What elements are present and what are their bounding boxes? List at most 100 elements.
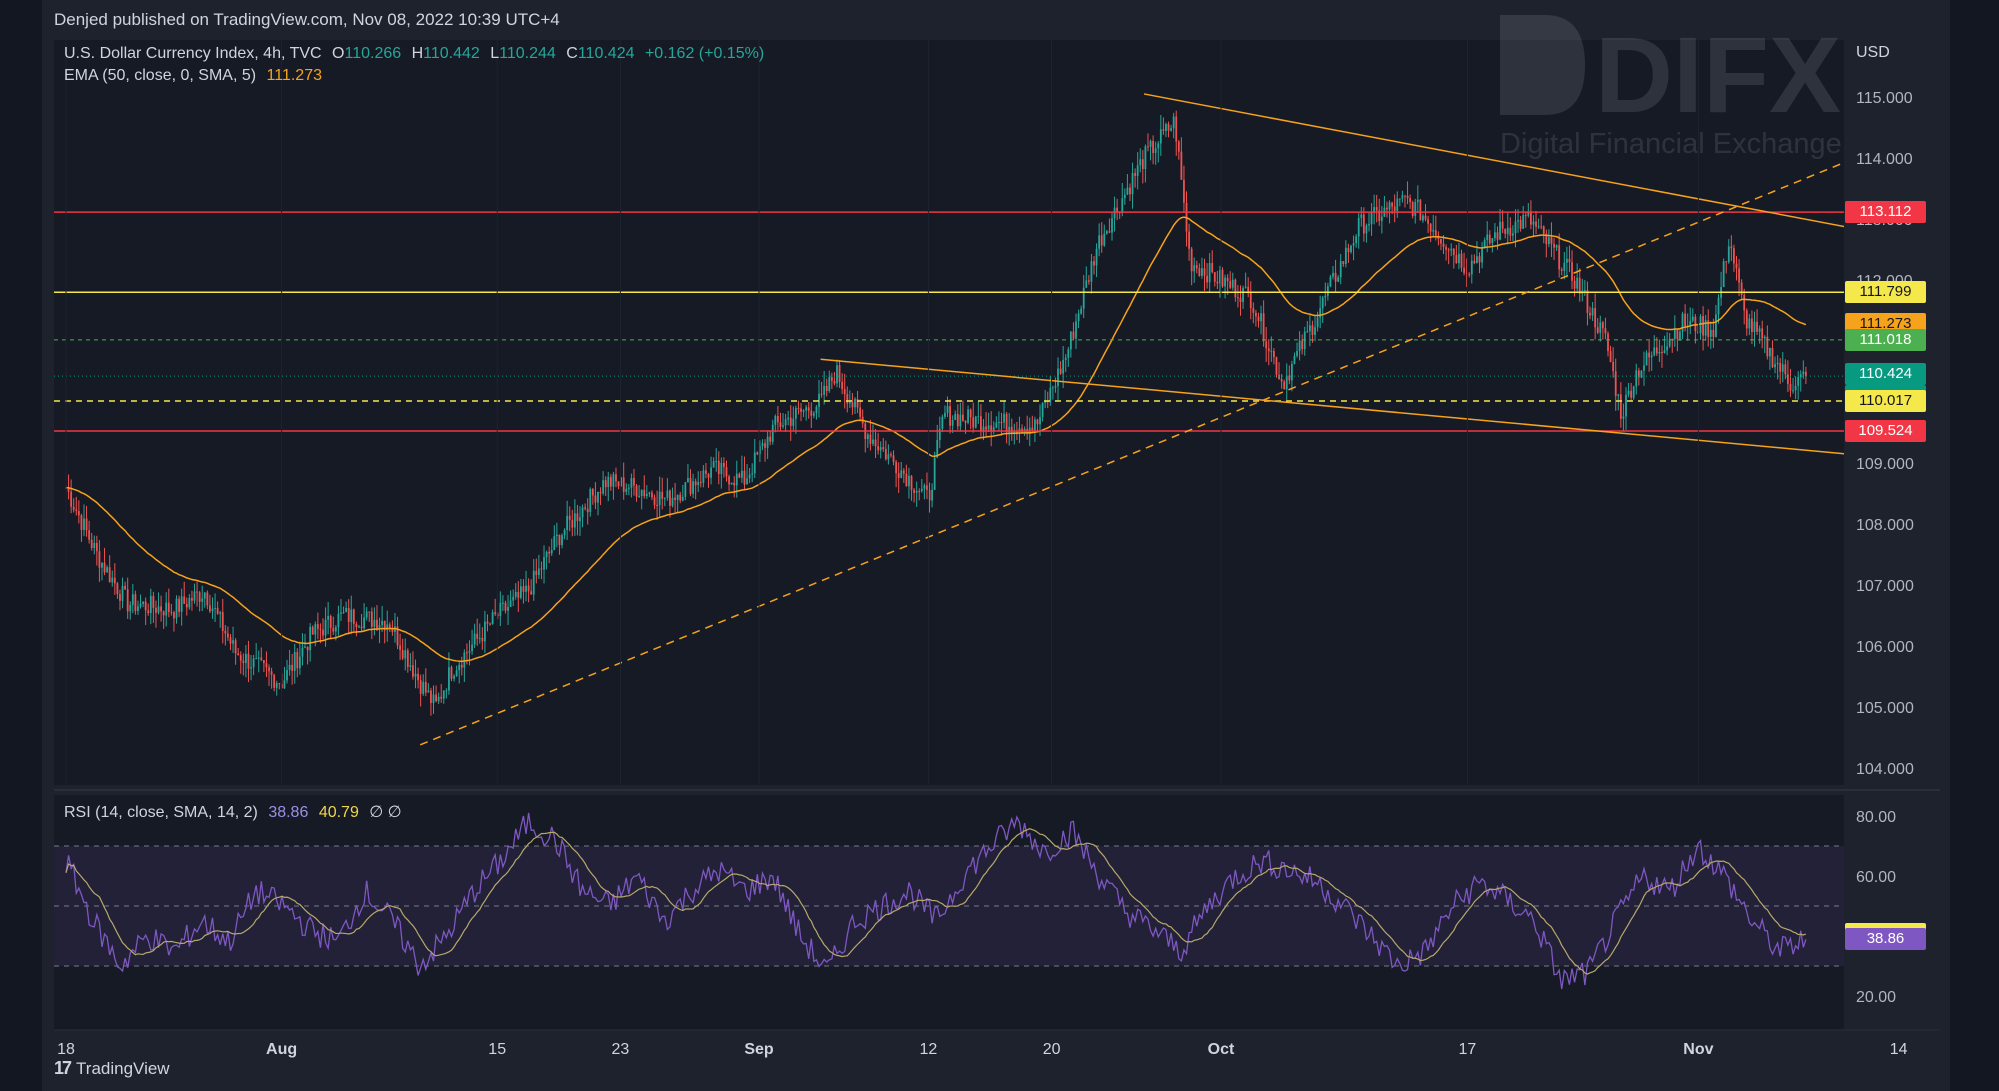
candle-body: [519, 586, 522, 598]
candle-body: [368, 611, 371, 613]
candle-body: [1082, 287, 1085, 309]
candle-body: [129, 604, 132, 612]
candle-body: [944, 412, 946, 417]
candle-body: [1787, 374, 1789, 384]
candle-body: [1080, 308, 1083, 314]
candle-body: [1041, 402, 1044, 417]
candle-body: [764, 443, 766, 448]
candle-body: [227, 633, 229, 638]
candle-body: [206, 592, 209, 606]
candle-body: [782, 425, 784, 427]
candle-body: [370, 611, 373, 627]
candle-body: [1093, 261, 1095, 266]
candle-body: [155, 607, 157, 613]
candle-body: [923, 485, 926, 489]
candle-body: [1147, 146, 1149, 148]
candle-body: [260, 657, 263, 661]
candle-body: [1781, 364, 1784, 372]
candle-body: [311, 626, 314, 635]
candle-body: [126, 589, 129, 612]
candle-body: [1761, 328, 1764, 339]
candle-body: [486, 621, 489, 624]
tradingview-footer[interactable]: 17 TradingView: [54, 1058, 170, 1079]
time-tick-12: 12: [920, 1041, 938, 1058]
candle-body: [723, 462, 725, 468]
candle-body: [1010, 426, 1013, 433]
candle-body: [1319, 308, 1322, 318]
time-tick-20: 20: [1043, 1041, 1061, 1058]
price-label-110-424: 110.424: [1845, 363, 1926, 386]
candle-body: [1594, 308, 1597, 328]
candle-body: [365, 611, 368, 618]
candle-body: [985, 426, 987, 430]
candle-body: [1396, 198, 1399, 211]
candle-body: [946, 406, 949, 413]
candle-body: [602, 480, 605, 494]
candle-body: [1488, 234, 1491, 244]
candle-body: [252, 658, 255, 668]
candle-body: [496, 614, 499, 616]
candle-body: [702, 470, 705, 483]
candle-body: [589, 488, 592, 513]
candle-body: [1571, 262, 1573, 281]
rsi-tick-80-00: 80.00: [1856, 809, 1896, 826]
candle-body: [422, 681, 425, 694]
candle-body: [1545, 233, 1548, 245]
candle-body: [1733, 248, 1735, 264]
candle-body: [643, 490, 646, 497]
candle-body: [381, 620, 384, 626]
candle-body: [350, 609, 353, 622]
candle-body: [1391, 202, 1394, 207]
rsi-value: 38.86: [268, 804, 309, 821]
candle-body: [70, 491, 73, 507]
candle-body: [144, 601, 147, 611]
candle-body: [717, 460, 720, 474]
candle-body: [1655, 347, 1658, 354]
candle-body: [324, 619, 327, 636]
candle-body: [180, 596, 183, 612]
candle-body: [964, 420, 967, 423]
candle-body: [563, 530, 566, 536]
candle-body: [679, 494, 682, 501]
candle-body: [1586, 290, 1589, 313]
candle-body: [697, 482, 700, 486]
candle-body: [913, 489, 915, 493]
candle-body: [1751, 318, 1753, 333]
candle-body: [142, 601, 144, 604]
candle-body: [1478, 256, 1481, 263]
candle-body: [450, 667, 453, 679]
candle-body: [1064, 357, 1067, 360]
candle-body: [1265, 341, 1268, 349]
candle-body: [1257, 316, 1260, 322]
candle-body: [1306, 331, 1309, 333]
candle-body: [507, 606, 509, 611]
candle-body: [802, 410, 805, 412]
candle-body: [165, 602, 168, 616]
candle-body: [684, 482, 687, 497]
candle-body: [1524, 215, 1527, 217]
candle-body: [268, 667, 270, 672]
price-label-109-524: 109.524: [1845, 420, 1926, 443]
low-value: 110.244: [499, 45, 556, 62]
candle-body: [1658, 352, 1661, 354]
candle-body: [1643, 365, 1645, 371]
price-tick-109-000: 109.000: [1856, 456, 1914, 473]
candle-body: [622, 477, 625, 492]
candle-body: [1589, 312, 1591, 316]
price-tick-114-000: 114.000: [1856, 151, 1913, 168]
candle-body: [638, 495, 641, 497]
difx-watermark: DIFX Digital Financial Exchange: [1500, 14, 1842, 160]
candle-body: [581, 507, 584, 518]
candle-body: [1239, 297, 1242, 302]
candle-body: [455, 670, 458, 676]
candle-body: [316, 624, 319, 629]
candle-body: [262, 660, 265, 664]
trendline-1: [1143, 93, 1844, 228]
candle-body: [1501, 221, 1504, 229]
published-caption: Denjed published on TradingView.com, Nov…: [54, 10, 560, 29]
candle-body: [484, 621, 486, 642]
ema-legend: EMA (50, close, 0, SMA, 5) 111.273: [64, 67, 328, 85]
time-tick-14: 14: [1890, 1041, 1908, 1058]
candle-body: [1640, 370, 1643, 378]
